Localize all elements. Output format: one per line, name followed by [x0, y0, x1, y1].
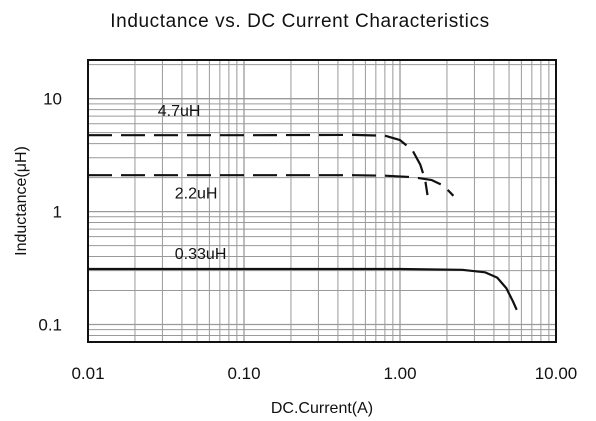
x-tick-label: 0.10: [227, 364, 260, 383]
chart-title: Inductance vs. DC Current Characteristic…: [110, 11, 489, 32]
x-tick-label: 1.00: [383, 364, 416, 383]
series-label-3: 0.33uH: [175, 246, 227, 263]
y-tick-label: 0.1: [38, 316, 62, 335]
y-tick-label: 10: [43, 90, 62, 109]
x-tick-label: 0.01: [71, 364, 104, 383]
series-line-2: [88, 174, 455, 197]
y-tick-label: 1: [53, 203, 62, 222]
series-label-2: 2.2uH: [175, 186, 218, 203]
series-layer: 4.7uH 2.2uH 0.33uH: [88, 103, 518, 311]
x-axis-label: DC.Current(A): [271, 400, 373, 417]
y-axis-label: Inductance(μH): [13, 146, 30, 256]
plot-area-border: [87, 59, 557, 343]
series-line-1: [88, 133, 429, 196]
series-label-1: 4.7uH: [158, 103, 201, 120]
series-line-3: [88, 267, 518, 311]
grid: [88, 60, 556, 342]
x-tick-label: 10.00: [535, 364, 578, 383]
tick-labels: 0.01 0.10 1.00 10.00 0.1 1 10: [38, 90, 577, 383]
